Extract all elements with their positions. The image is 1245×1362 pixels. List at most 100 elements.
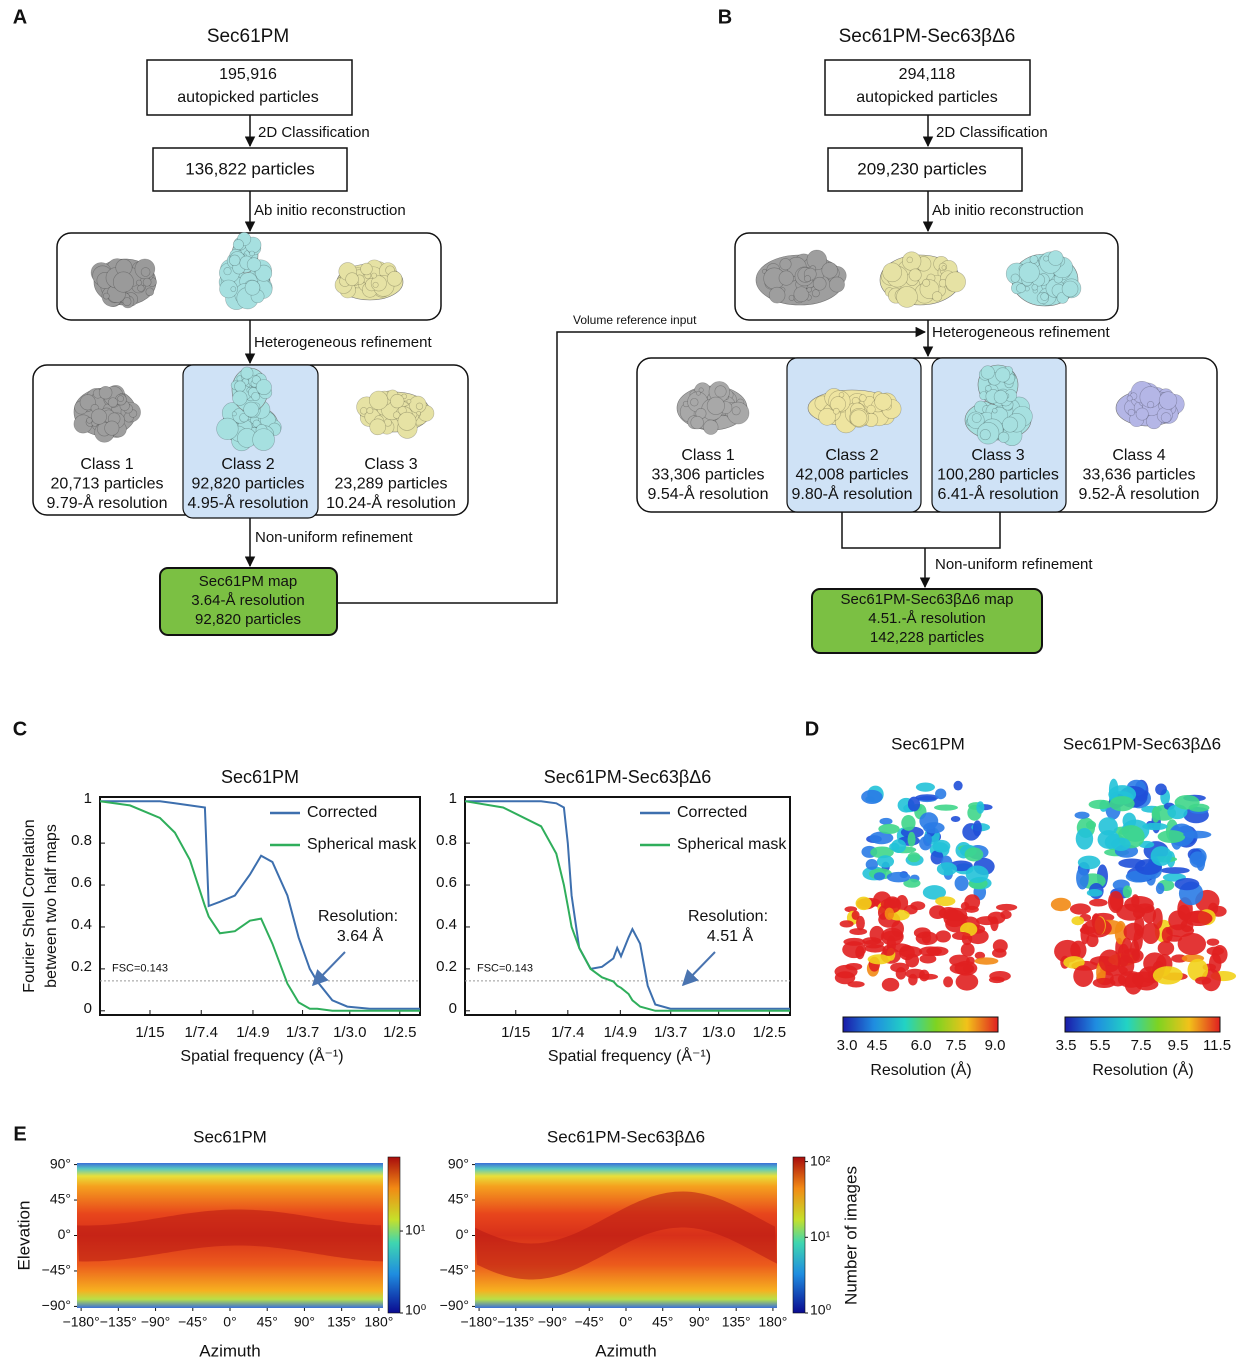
density-lobe [1126, 395, 1133, 402]
x-tick-label: 90° [294, 1314, 315, 1330]
map-voxel [839, 920, 854, 928]
map-voxel [1187, 958, 1209, 982]
map-voxel [876, 855, 895, 868]
map-voxel [864, 944, 886, 953]
class-text: 42,008 particles [796, 467, 909, 484]
density-lobe [102, 292, 110, 300]
class-text: 4.95-Å resolution [188, 493, 309, 512]
map-voxel [1123, 922, 1144, 941]
density-lobe [390, 394, 405, 409]
x-tick-label: −135° [497, 1314, 534, 1330]
box-text: 294,118 [899, 66, 956, 83]
y-tick-label: 0.8 [436, 832, 457, 849]
box-text: 195,916 [219, 66, 277, 83]
density-lobe [859, 394, 867, 402]
density-lobe [137, 284, 145, 292]
class-text: 10.24-Å resolution [326, 493, 456, 512]
step-label: Ab initio reconstruction [932, 202, 1084, 219]
map-voxel [953, 780, 963, 791]
colorbar-tick-label: 5.5 [1090, 1037, 1111, 1054]
density-lobe [415, 402, 424, 410]
annotation-arrow [681, 951, 716, 987]
x-axis-label: Azimuth [595, 1341, 656, 1360]
panel-label: B [718, 6, 732, 28]
y-tick-label: 0.6 [71, 874, 92, 891]
step-label: 2D Classification [936, 124, 1048, 141]
map-voxel [1074, 811, 1090, 819]
x-tick-label: 1/3.0 [702, 1024, 735, 1041]
density-lobe [706, 396, 725, 415]
map-voxel [935, 896, 956, 906]
density-lobe [122, 297, 132, 306]
y-tick-label: −45° [440, 1262, 469, 1278]
density-lobe [1016, 283, 1026, 294]
map-voxel [954, 875, 969, 891]
map-voxel [901, 814, 916, 831]
map-voxel [972, 820, 982, 837]
map-voxel [976, 801, 985, 814]
density-lobe [246, 257, 262, 272]
map-voxel [884, 907, 895, 920]
y-tick-label: −90° [440, 1297, 469, 1313]
map-voxel [880, 927, 904, 946]
threshold-label: FSC=0.143 [477, 963, 533, 975]
map-voxel [1098, 949, 1121, 973]
class-text: 100,280 particles [937, 467, 1059, 484]
density-lobe [1031, 284, 1038, 291]
density-lobe [703, 419, 719, 435]
chart-title: Sec61PM [221, 767, 299, 787]
density-lobe [243, 401, 259, 418]
map-voxel [934, 804, 958, 811]
x-tick-label: −45° [575, 1314, 604, 1330]
density-map [755, 249, 847, 306]
density-map [334, 259, 404, 301]
x-tick-label: −90° [141, 1314, 170, 1330]
fsc-curve [464, 800, 790, 1012]
map-voxel [1152, 907, 1163, 930]
map-voxel [910, 901, 926, 911]
legend-label: Spherical mask [677, 836, 787, 853]
map-voxel [915, 931, 938, 946]
flow-title: Sec61PM [207, 26, 289, 47]
panel-label: C [13, 718, 27, 740]
y-tick-label: 0.8 [71, 832, 92, 849]
class-text: 6.41-Å resolution [938, 484, 1059, 503]
flow-a-shapes [32, 59, 927, 636]
class-text: 9.80-Å resolution [792, 484, 913, 503]
map-voxel [960, 942, 975, 957]
map-voxel [869, 831, 894, 845]
density-lobe [239, 412, 249, 423]
map-voxel [1142, 822, 1168, 831]
density-lobe [690, 398, 699, 407]
x-tick-label: 1/2.5 [753, 1024, 786, 1041]
density-lobe [86, 417, 93, 424]
density-lobe [1158, 391, 1178, 410]
density-lobe [386, 271, 403, 287]
map-voxel [1150, 846, 1173, 866]
density-lobe [240, 366, 254, 380]
map-voxel [1088, 799, 1113, 810]
density-lobe [140, 267, 151, 277]
local-resolution-map [834, 780, 1018, 992]
map-voxel [1168, 910, 1188, 931]
x-axis-label: Azimuth [199, 1341, 260, 1360]
map-voxel [870, 846, 894, 859]
x-tick-label: 1/7.4 [551, 1024, 584, 1041]
step-label: Heterogeneous refinement [254, 334, 432, 351]
density-lobe [1127, 408, 1135, 417]
map-voxel [964, 847, 984, 862]
map-voxel [898, 946, 923, 958]
density-lobe [366, 407, 374, 415]
density-lobe [803, 275, 811, 283]
map-voxel [1097, 830, 1120, 849]
density-lobe [107, 397, 118, 408]
map-title: Sec61PM [891, 734, 965, 753]
density-lobe [882, 262, 902, 283]
map-voxel [1075, 827, 1094, 850]
colorbar [792, 1156, 806, 1314]
y-tick-label: 90° [50, 1155, 71, 1171]
map-voxel [1117, 943, 1130, 968]
x-tick-label: 0° [619, 1314, 632, 1330]
y-tick-label: 0° [58, 1226, 71, 1242]
density-lobe [255, 379, 272, 396]
